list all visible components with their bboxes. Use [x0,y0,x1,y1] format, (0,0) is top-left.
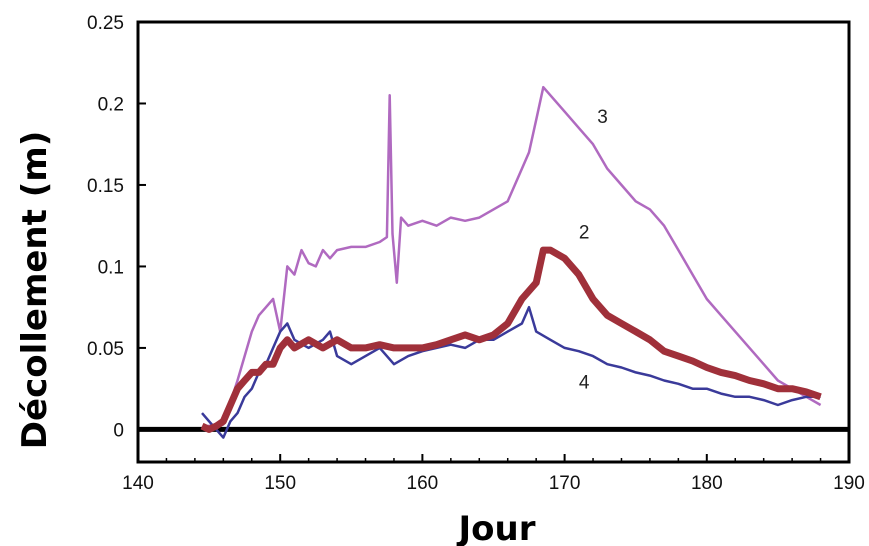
plot-area [136,20,851,464]
x-tick-label: 140 [122,473,154,494]
x-tick-label: 170 [549,473,581,494]
series-label-3: 3 [597,107,608,128]
series-line-3 [206,85,822,428]
y-tick-label: 0.1 [98,257,124,278]
series-line-2 [200,246,822,433]
y-axis-title: Décollement (m) [15,131,55,449]
y-tick-label: 0.05 [87,339,124,360]
y-tick-label: 0.25 [87,13,124,34]
series-lines: 3 2 4 [200,85,822,439]
y-tick-label: 0.2 [98,94,124,115]
series-label-2: 2 [579,223,590,244]
y-tick-label: 0.15 [87,176,124,197]
y-tick-label: 0 [113,420,124,441]
y-axis-ticks: 0 0.05 0.1 0.15 0.2 0.25 [87,13,146,441]
x-tick-label: 180 [691,473,723,494]
series-label-4: 4 [579,373,590,394]
x-tick-label: 190 [833,473,865,494]
x-tick-label: 150 [264,473,296,494]
series-line-4 [201,305,821,439]
x-axis-ticks: 140 150 160 170 180 190 [122,454,865,494]
x-axis-title: Jour [457,509,536,546]
x-tick-label: 160 [407,473,439,494]
